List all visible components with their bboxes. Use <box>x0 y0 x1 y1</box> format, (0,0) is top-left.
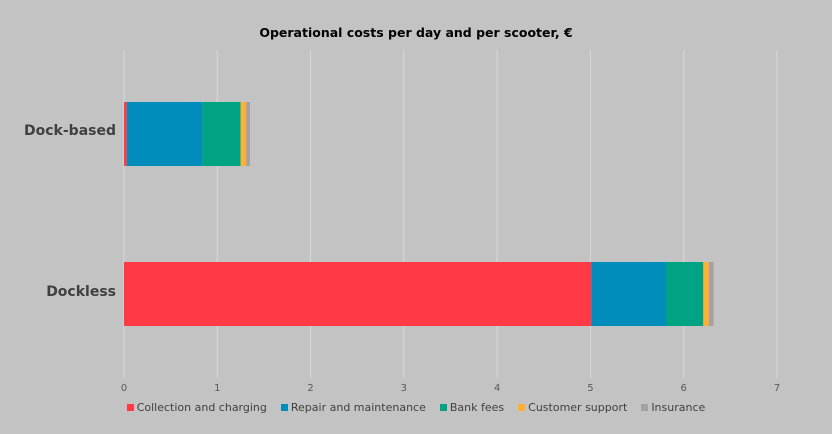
legend-item: Repair and maintenance <box>280 401 426 414</box>
x-tick-label: 2 <box>307 383 313 394</box>
x-tick-label: 4 <box>494 383 500 394</box>
legend-label: Repair and maintenance <box>290 401 426 414</box>
legend-swatch <box>439 404 447 411</box>
legend: Collection and charging Repair and mainte… <box>0 401 832 414</box>
legend-label: Customer support <box>528 401 628 414</box>
x-tick-label: 7 <box>774 383 780 394</box>
bar-segment <box>124 262 592 326</box>
bar-segment <box>124 102 127 166</box>
bar-segment <box>665 262 704 326</box>
x-tick-label: 5 <box>587 383 593 394</box>
category-label: Dockless <box>46 284 116 300</box>
bar-segment <box>591 262 666 326</box>
legend-swatch <box>641 404 649 411</box>
bar-segment <box>240 102 247 166</box>
legend-item: Insurance <box>641 401 705 414</box>
legend-item: Collection and charging <box>126 401 267 414</box>
legend-label: Collection and charging <box>136 401 267 414</box>
bar-segment <box>246 102 250 166</box>
x-tick-label: 1 <box>214 383 220 394</box>
legend-item: Bank fees <box>439 401 505 414</box>
chart-title: Operational costs per day and per scoote… <box>259 25 573 40</box>
x-tick-label: 6 <box>681 383 687 394</box>
legend-swatch <box>518 404 526 411</box>
bar-segment <box>703 262 709 326</box>
legend-label: Insurance <box>651 401 706 414</box>
legend-label: Bank fees <box>449 401 505 414</box>
legend-swatch <box>126 404 134 411</box>
legend-item: Customer support <box>518 401 627 414</box>
x-tick-label: 0 <box>121 383 127 394</box>
bar-segment <box>126 102 203 166</box>
x-tick-label: 3 <box>401 383 407 394</box>
bar-segment <box>708 262 714 326</box>
legend-swatch <box>280 404 288 411</box>
bar-segment <box>202 102 241 166</box>
category-label: Dock-based <box>24 123 116 139</box>
